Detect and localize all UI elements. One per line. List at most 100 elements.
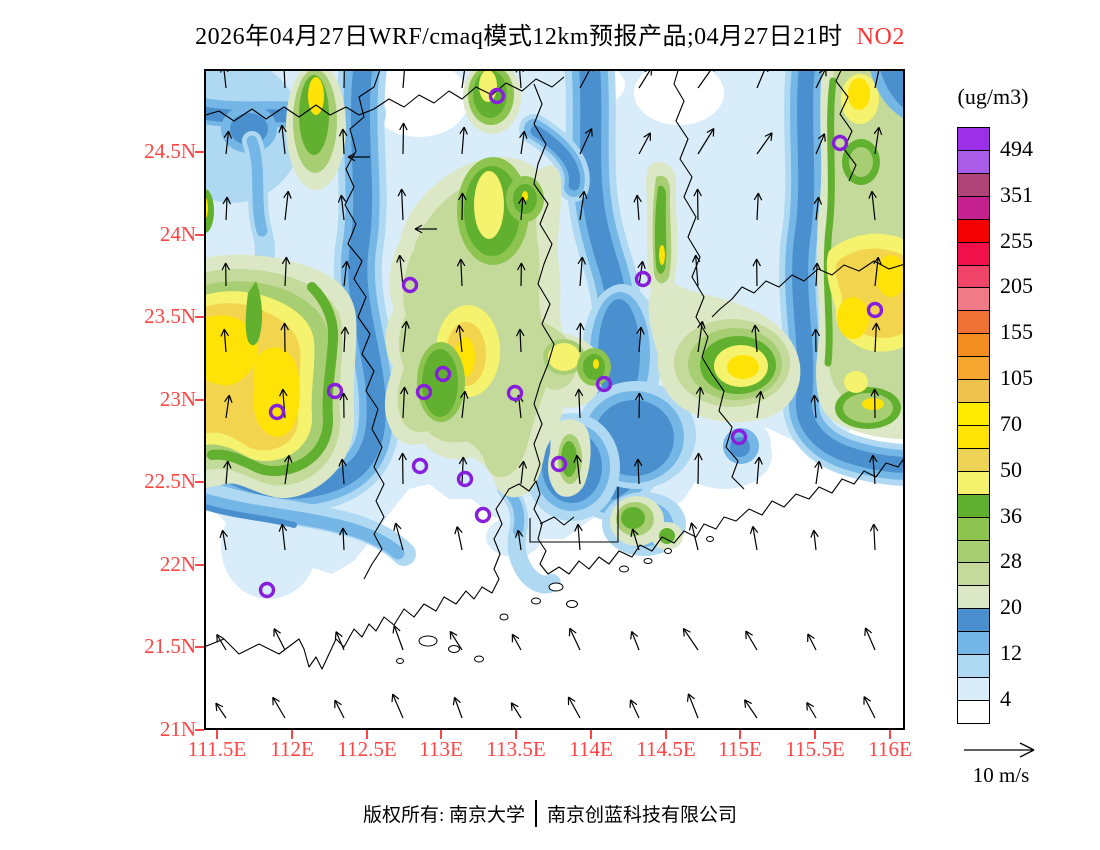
wind-arrow <box>518 196 527 221</box>
wind-arrow <box>511 633 522 651</box>
lat-tick-mark <box>195 316 204 318</box>
copyright-right: 南京创蓝科技有限公司 <box>547 805 738 826</box>
lat-tick-mark <box>195 151 204 153</box>
colorbar-cell <box>957 424 990 449</box>
wind-arrow <box>223 460 232 485</box>
lon-tick-label: 111.5E <box>187 737 247 761</box>
lat-tick-mark <box>195 234 204 236</box>
colorbar-tick-label: 494 <box>1000 135 1033 161</box>
wind-arrow <box>633 194 642 221</box>
wind-arrow <box>567 696 581 719</box>
wind-arrow <box>813 196 823 221</box>
colorbar-cell <box>957 333 990 358</box>
station-marker <box>411 457 429 475</box>
wind-arrow <box>812 262 822 287</box>
station-marker <box>401 276 419 294</box>
colorbar-cell <box>957 608 990 633</box>
wind-arrow <box>347 152 370 162</box>
wind-arrow <box>459 390 469 419</box>
wind-arrow <box>220 328 230 353</box>
colorbar-tick-label: 4 <box>1000 686 1011 711</box>
wind-arrow <box>630 630 640 651</box>
wind-arrow <box>515 328 525 353</box>
wind-arrow <box>869 523 879 551</box>
wind-arrow <box>339 392 349 419</box>
wind-arrow <box>283 190 292 221</box>
page-title: 2026年04月27日WRF/cmaq模式12km预报产品;04月27日21时 N… <box>0 16 1100 51</box>
colorbar-cell <box>957 447 990 472</box>
wind-arrow <box>273 628 286 651</box>
wind-reference-label: 10 m/s <box>972 763 1030 787</box>
lat-tick-label: 21.5N <box>144 634 196 658</box>
wind-arrow <box>635 392 644 419</box>
wind-arrow <box>281 256 291 287</box>
wind-arrow <box>815 133 826 155</box>
wind-arrow <box>752 258 762 287</box>
lat-tick-mark <box>195 729 204 731</box>
colorbar-cell <box>957 310 990 335</box>
wind-arrow <box>568 627 581 651</box>
wind-arrow <box>697 320 706 353</box>
colorbar-tick-label: 50 <box>1000 456 1022 482</box>
wind-arrow <box>221 262 231 287</box>
wind-arrow <box>629 699 640 719</box>
wind-arrow <box>576 322 585 353</box>
lat-tick-mark <box>195 564 204 566</box>
station-marker <box>634 270 652 288</box>
wind-arrow <box>449 630 463 651</box>
map-border <box>204 69 905 730</box>
wind-arrow <box>272 696 286 719</box>
lat-tick-label: 24N <box>159 222 196 246</box>
northwest-green-blob <box>286 69 346 190</box>
wind-arrow <box>414 224 437 234</box>
wind-arrow <box>693 188 702 221</box>
colorbar-cell <box>957 127 990 151</box>
lon-tick-mark <box>739 730 741 739</box>
wind-arrow <box>871 322 881 353</box>
central-green-yellow-column <box>384 157 611 498</box>
lon-tick-label: 113.5E <box>486 737 546 761</box>
wind-arrow <box>391 693 404 719</box>
wind-arrow <box>873 126 883 155</box>
wind-arrow <box>636 326 645 353</box>
station-marker <box>474 506 492 524</box>
colorbar-cell <box>957 379 990 404</box>
wind-arrow <box>278 523 288 551</box>
colorbar-cell <box>957 539 990 564</box>
lat-tick-mark <box>195 399 204 401</box>
forecast-map <box>204 69 905 730</box>
wind-arrow <box>686 693 699 719</box>
colorbar-cell <box>957 654 990 679</box>
wind-arrow <box>459 126 468 155</box>
wind-arrow <box>749 525 759 551</box>
colorbar-cell <box>957 700 990 724</box>
lon-tick-mark <box>515 730 517 739</box>
station-marker-layer <box>258 87 884 599</box>
colorbar-tick-label: 70 <box>1000 410 1022 436</box>
wind-arrow <box>334 631 345 651</box>
wind-arrow <box>398 452 407 485</box>
wind-arrow <box>574 388 584 419</box>
lon-tick-label: 114E <box>569 737 613 761</box>
colorbar-tick-label: 36 <box>1000 502 1022 528</box>
lat-tick-label: 21N <box>159 717 196 741</box>
lat-tick-mark <box>195 646 204 648</box>
wind-arrow <box>393 522 404 551</box>
wind-arrow <box>688 522 699 551</box>
colorbar-tick-label: 205 <box>1000 273 1033 299</box>
wind-arrow <box>870 388 879 419</box>
wind-arrow <box>334 699 345 719</box>
colorbar-cell <box>957 149 990 174</box>
colorbar-cell <box>957 356 990 381</box>
station-marker <box>434 365 452 383</box>
wind-arrow <box>577 256 587 287</box>
wind-arrow <box>574 523 583 551</box>
wind-arrow <box>863 696 876 719</box>
wind-arrow <box>278 124 287 155</box>
wind-arrow <box>219 529 228 551</box>
lon-tick-mark <box>665 730 667 739</box>
lon-tick-label: 116E <box>868 737 912 761</box>
station-marker <box>550 455 568 473</box>
lon-tick-mark <box>216 730 218 739</box>
wind-arrow <box>458 456 468 485</box>
